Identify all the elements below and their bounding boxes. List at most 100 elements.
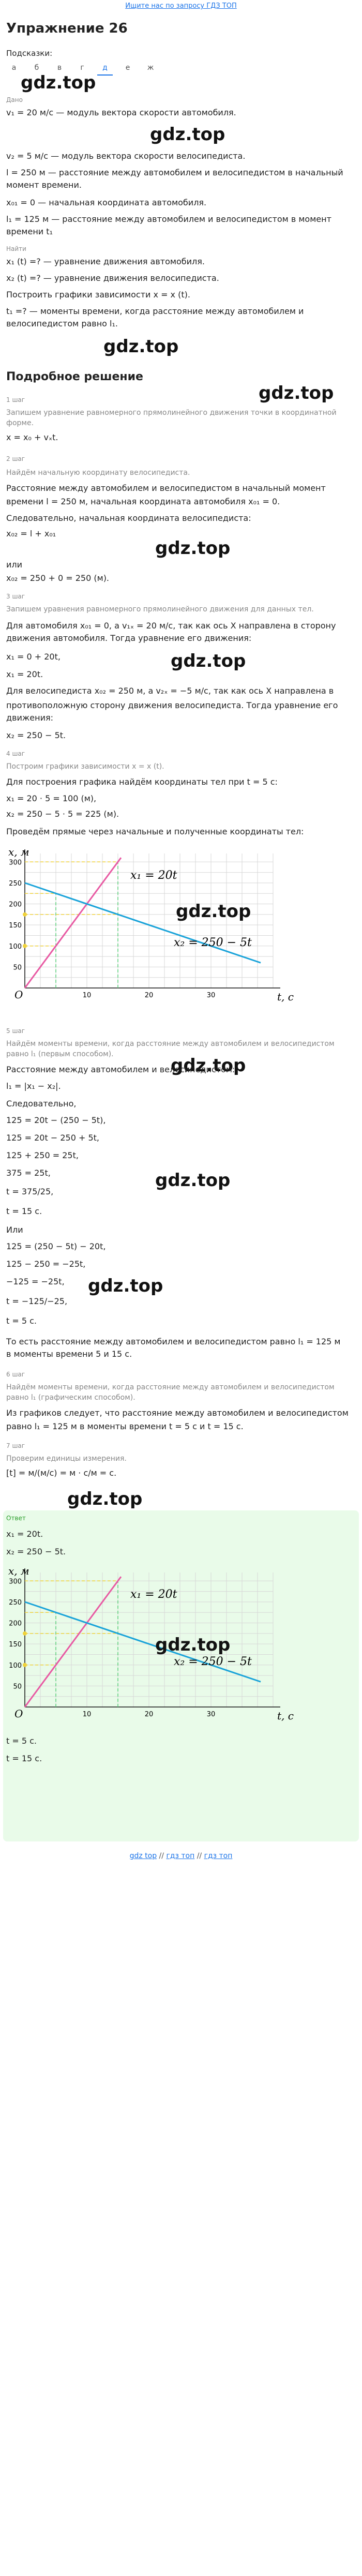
step-hint: Найдём моменты времени, когда расстояние… bbox=[6, 1040, 335, 1048]
watermark: gdz.top bbox=[176, 901, 251, 922]
top-banner: Ищите нас по запросу ГДЗ ТОП bbox=[0, 0, 362, 11]
step-hint: Найдём моменты времени, когда расстояние… bbox=[6, 1383, 335, 1391]
hint-tab[interactable]: а bbox=[11, 64, 17, 72]
line-x2 bbox=[24, 882, 261, 964]
formula: l₁ = |x₁ − x₂|. bbox=[6, 1081, 61, 1091]
hint-tab[interactable]: в bbox=[57, 64, 62, 72]
series-label-x2: x₂ = 250 − 5t bbox=[174, 936, 252, 949]
formula: t = 15 с. bbox=[6, 1206, 42, 1216]
hint-tab[interactable]: г bbox=[80, 64, 84, 72]
y-tick-label: 250 bbox=[9, 880, 22, 888]
hint-tab[interactable]: б bbox=[34, 64, 39, 72]
footer-separator: // bbox=[197, 1852, 202, 1860]
text-line: равно l₁ = 125 м в моменты времени t = 5… bbox=[6, 1421, 244, 1431]
text-line: Или bbox=[6, 1225, 23, 1235]
watermark: gdz.top bbox=[88, 1276, 163, 1296]
find-line: x₂ (t) =? — уравнение движения велосипед… bbox=[6, 273, 219, 283]
formula: x₁ = 20t. bbox=[6, 669, 43, 679]
watermark: gdz.top bbox=[150, 124, 225, 145]
text-line: Расстояние между автомобилем и велосипед… bbox=[6, 1065, 235, 1074]
x-tick-label: 30 bbox=[207, 1711, 216, 1718]
formula: t = 5 с. bbox=[6, 1316, 37, 1326]
given-line: момент времени. bbox=[6, 180, 82, 190]
x-tick-label: 30 bbox=[207, 992, 216, 999]
given-line: v₂ = 5 м/с — модуль вектора скорости вел… bbox=[6, 151, 246, 161]
hint-tab-active[interactable]: д bbox=[97, 61, 113, 76]
answer-block bbox=[3, 1510, 359, 1841]
page-title: Упражнение 26 bbox=[6, 21, 128, 36]
origin-label: O bbox=[14, 989, 23, 1001]
hint-tab[interactable]: ж bbox=[147, 64, 154, 72]
step-hint: Запишем уравнения равномерного прямолине… bbox=[6, 605, 314, 613]
line-x2 bbox=[24, 1601, 261, 1683]
footer-link[interactable]: гдз топ bbox=[166, 1852, 195, 1860]
step-hint: форме. bbox=[6, 419, 34, 427]
y-tick-label: 200 bbox=[9, 1620, 22, 1628]
footer-link[interactable]: гдз топ bbox=[204, 1852, 233, 1860]
origin-label: O bbox=[14, 1708, 23, 1720]
y-tick-label: 250 bbox=[9, 1599, 22, 1607]
watermark: gdz.top bbox=[155, 1635, 231, 1655]
formula: 375 = 25t, bbox=[6, 1168, 51, 1178]
answer-line: t = 5 с. bbox=[6, 1736, 37, 1746]
footer-link[interactable]: gdz top bbox=[129, 1852, 157, 1860]
step-hint: равно l₁ (графическим способом). bbox=[6, 1394, 135, 1402]
series-label-x1: x₁ = 20t bbox=[130, 869, 177, 882]
watermark: gdz.top bbox=[155, 538, 231, 559]
formula: −125 = −25t, bbox=[6, 1277, 65, 1286]
text-line: Следовательно, начальная координата вело… bbox=[6, 513, 251, 523]
formula: [t] = м/(м/с) = м · с/м = с. bbox=[6, 1468, 117, 1478]
x-axis-label: t, с bbox=[277, 991, 294, 1003]
hint-tab[interactable]: е bbox=[125, 64, 130, 72]
find-label: Найти bbox=[6, 245, 26, 252]
step-label: 4 шаг bbox=[6, 750, 25, 757]
formula: 125 = (250 − 5t) − 20t, bbox=[6, 1241, 106, 1251]
given-line: x₀₁ = 0 — начальная координата автомобил… bbox=[6, 198, 207, 207]
y-tick-label: 300 bbox=[9, 859, 22, 866]
given-label: Дано bbox=[6, 96, 23, 103]
step-hint: Построим графики зависимости x = x (t). bbox=[6, 762, 164, 771]
text-line: Для автомобиля x₀₁ = 0, а v₁ₓ = 20 м/с, … bbox=[6, 621, 336, 631]
formula: 125 = 20t − (250 − 5t), bbox=[6, 1115, 106, 1125]
text-line: противоположную сторону движения велосип… bbox=[6, 700, 338, 710]
formula: x = x₀ + vₓt. bbox=[6, 432, 58, 442]
formula: x₁ = 0 + 20t, bbox=[6, 652, 61, 662]
step-label: 5 шаг bbox=[6, 1027, 25, 1035]
footer: gdz top // гдз топ // гдз топ bbox=[0, 1852, 362, 1860]
formula: 125 − 250 = −25t, bbox=[6, 1259, 86, 1269]
y-tick-label: 50 bbox=[13, 1683, 22, 1690]
data-point bbox=[23, 943, 27, 948]
formula: 125 + 250 = 25t, bbox=[6, 1150, 79, 1160]
footer-separator: // bbox=[159, 1852, 164, 1860]
series-label-x2: x₂ = 250 − 5t bbox=[174, 1655, 252, 1668]
text-line: То есть расстояние между автомобилем и в… bbox=[6, 1337, 341, 1346]
search-link[interactable]: Ищите нас по запросу ГДЗ ТОП bbox=[125, 2, 237, 10]
answer-label: Ответ bbox=[6, 1515, 26, 1522]
watermark: gdz.top bbox=[259, 383, 334, 403]
y-tick-label: 150 bbox=[9, 1641, 22, 1649]
watermark: gdz.top bbox=[103, 336, 179, 357]
x-axis-label: t, с bbox=[277, 1710, 294, 1722]
given-line: l = 250 м — расстояние между автомобилем… bbox=[6, 168, 343, 177]
y-axis-label: x, м bbox=[8, 846, 29, 858]
text-line: Из графиков следует, что расстояние межд… bbox=[6, 1408, 349, 1418]
text-line: Для велосипедиста x₀₂ = 250 м, а v₂ₓ = −… bbox=[6, 686, 334, 696]
formula: x₂ = 250 − 5 · 5 = 225 (м). bbox=[6, 809, 119, 819]
text-line: в моменты времени 5 и 15 с. bbox=[6, 1349, 132, 1359]
y-tick-label: 300 bbox=[9, 1578, 22, 1585]
step-label: 6 шаг bbox=[6, 1371, 25, 1378]
find-line: велосипедистом равно l₁. bbox=[6, 319, 118, 328]
find-line: Построить графики зависимости x = x (t). bbox=[6, 290, 190, 299]
step-label: 2 шаг bbox=[6, 455, 25, 462]
hints-label: Подсказки: bbox=[6, 49, 53, 58]
watermark: gdz.top bbox=[155, 1170, 231, 1191]
y-axis-label: x, м bbox=[8, 1565, 29, 1577]
watermark: gdz.top bbox=[171, 651, 246, 671]
y-tick-label: 200 bbox=[9, 901, 22, 909]
answer-line: x₁ = 20t. bbox=[6, 1529, 43, 1539]
answer-xt-graph: 300 250 200 150 100 50 10 20 30 Ox, м t, с x₁ = 20t… bbox=[8, 1565, 294, 1722]
data-point bbox=[23, 912, 27, 917]
text-line: или bbox=[6, 560, 23, 570]
x-tick-label: 10 bbox=[83, 992, 92, 999]
given-line: v₁ = 20 м/с — модуль вектора скорости ав… bbox=[6, 108, 236, 117]
